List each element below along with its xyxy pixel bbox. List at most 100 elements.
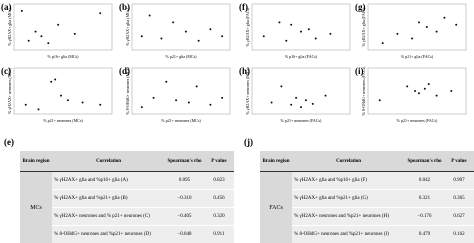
table-row: % 8-OHdG+ neurones and %p21+ neurones (I…: [260, 226, 474, 243]
x-axis-label: % p21+ glia (FACs): [401, 54, 434, 59]
data-point: [308, 28, 310, 30]
data-point: [414, 90, 416, 92]
y-axis-label: % γH2AX+ glia (FACs): [361, 7, 366, 46]
table-cell: 0.479: [405, 226, 444, 243]
plot-frame: [132, 4, 230, 50]
header-cell: P value: [444, 151, 474, 172]
table-cell: 0.320: [204, 208, 234, 226]
plot-frame: [252, 4, 350, 50]
data-point: [35, 31, 37, 33]
data-point: [450, 90, 452, 92]
data-point: [280, 85, 282, 87]
y-axis-label: % γH2AX+ neurones (FACs): [245, 67, 250, 115]
data-point: [149, 15, 151, 17]
data-point: [411, 38, 413, 40]
header-cell: Brain region: [260, 151, 292, 172]
table-cell: −0.048: [165, 226, 204, 243]
data-point: [424, 88, 426, 90]
data-point: [406, 85, 408, 87]
data-point: [300, 31, 302, 33]
data-point: [74, 33, 76, 35]
table-cell: % γH2AX+ neurones and % p21+ neurones (C…: [52, 208, 165, 226]
data-point: [315, 38, 317, 40]
header-cell: Brain region: [20, 151, 52, 172]
data-point: [221, 35, 223, 37]
data-point: [300, 106, 302, 108]
y-axis-label: % 8-OHdG+ neurones (FACs): [361, 66, 366, 115]
table-row: FACs% γH2AX+ glia and %p16+ glia (F)0.04…: [260, 172, 474, 190]
table-label: (j): [244, 137, 253, 147]
table-row: % γH2AX+ neurones and % p21+ neurones (C…: [20, 208, 234, 226]
table-cell: 0.456: [204, 190, 234, 208]
x-axis-label: % p16+ glia (FACs): [285, 54, 318, 59]
table-row: % 8-OHdG+ neurones and %p21+ neurones (D…: [20, 226, 234, 243]
table-cell: % 8-OHdG+ neurones and %p21+ neurones (D…: [52, 226, 165, 243]
table-cell: −0.176: [405, 208, 444, 226]
y-axis-label: % γH2AX+ neurones (MCs): [7, 67, 12, 114]
header-cell: Correlation: [52, 151, 165, 172]
plot-frame: [14, 68, 112, 114]
x-axis-label: % p21+ neurones (FACs): [281, 118, 322, 123]
table-cell: −0.405: [165, 208, 204, 226]
data-point: [196, 85, 198, 87]
table-cell: % γH2AX+ glia and %p21+ glia (B): [52, 190, 165, 208]
data-point: [263, 35, 265, 37]
y-axis-label: % γH2AX+ glia (MCs): [7, 8, 12, 46]
data-point: [185, 31, 187, 33]
data-point: [209, 28, 211, 30]
data-point: [67, 99, 69, 101]
data-point: [40, 35, 42, 37]
header-cell: Spearman's rho: [165, 151, 204, 172]
data-point: [82, 102, 84, 104]
region-cell: FACs: [260, 172, 292, 243]
data-point: [21, 10, 23, 12]
table-cell: 0.627: [444, 208, 474, 226]
data-point: [99, 12, 101, 14]
data-point: [188, 102, 190, 104]
data-point: [57, 24, 59, 26]
header-cell: Correlation: [292, 151, 405, 172]
x-axis-label: % p21+ neurones (MCs): [161, 118, 201, 123]
x-axis-label: % p21+ neurones (MCs): [43, 118, 83, 123]
table-cell: 0.042: [405, 172, 444, 190]
scatter-panels: (a)% p16+ glia (MCs)% γH2AX+ glia (MCs)(…: [0, 0, 474, 135]
table-cell: 0.365: [444, 190, 474, 208]
data-point: [160, 38, 162, 40]
x-axis-label: % p16+ glia (MCs): [47, 54, 79, 59]
table-cell: % γH2AX+ neurones and %p21+ neurones (H): [292, 208, 405, 226]
data-point: [312, 103, 314, 105]
data-point: [209, 104, 211, 106]
table-cell: 0.095: [165, 172, 204, 190]
data-point: [305, 99, 307, 101]
y-axis-label: % γH2AX+ glia (FACs): [245, 7, 250, 46]
table-row: MCs% γH2AX+ glia and %p16+ glia (A)0.095…: [20, 172, 234, 190]
data-point: [278, 21, 280, 23]
data-point: [325, 95, 327, 97]
data-point: [99, 104, 101, 106]
data-point: [175, 99, 177, 101]
y-axis-label: % γH2AX+ glia (MCs): [125, 8, 130, 46]
data-point: [455, 24, 457, 26]
data-point: [426, 26, 428, 28]
table-cell: % γH2AX+ glia and %p21+ glia (G): [292, 190, 405, 208]
data-point: [436, 95, 438, 97]
data-point: [28, 40, 30, 42]
data-point: [141, 106, 143, 108]
data-point: [396, 33, 398, 35]
data-point: [47, 42, 49, 44]
plot-frame: [14, 4, 112, 50]
data-point: [295, 97, 297, 99]
data-point: [418, 92, 420, 94]
data-point: [25, 104, 27, 106]
header-cell: P value: [204, 151, 234, 172]
data-point: [271, 102, 273, 104]
data-point: [165, 81, 167, 83]
data-point: [54, 79, 56, 81]
table-cell: 0.162: [444, 226, 474, 243]
data-point: [428, 83, 430, 85]
